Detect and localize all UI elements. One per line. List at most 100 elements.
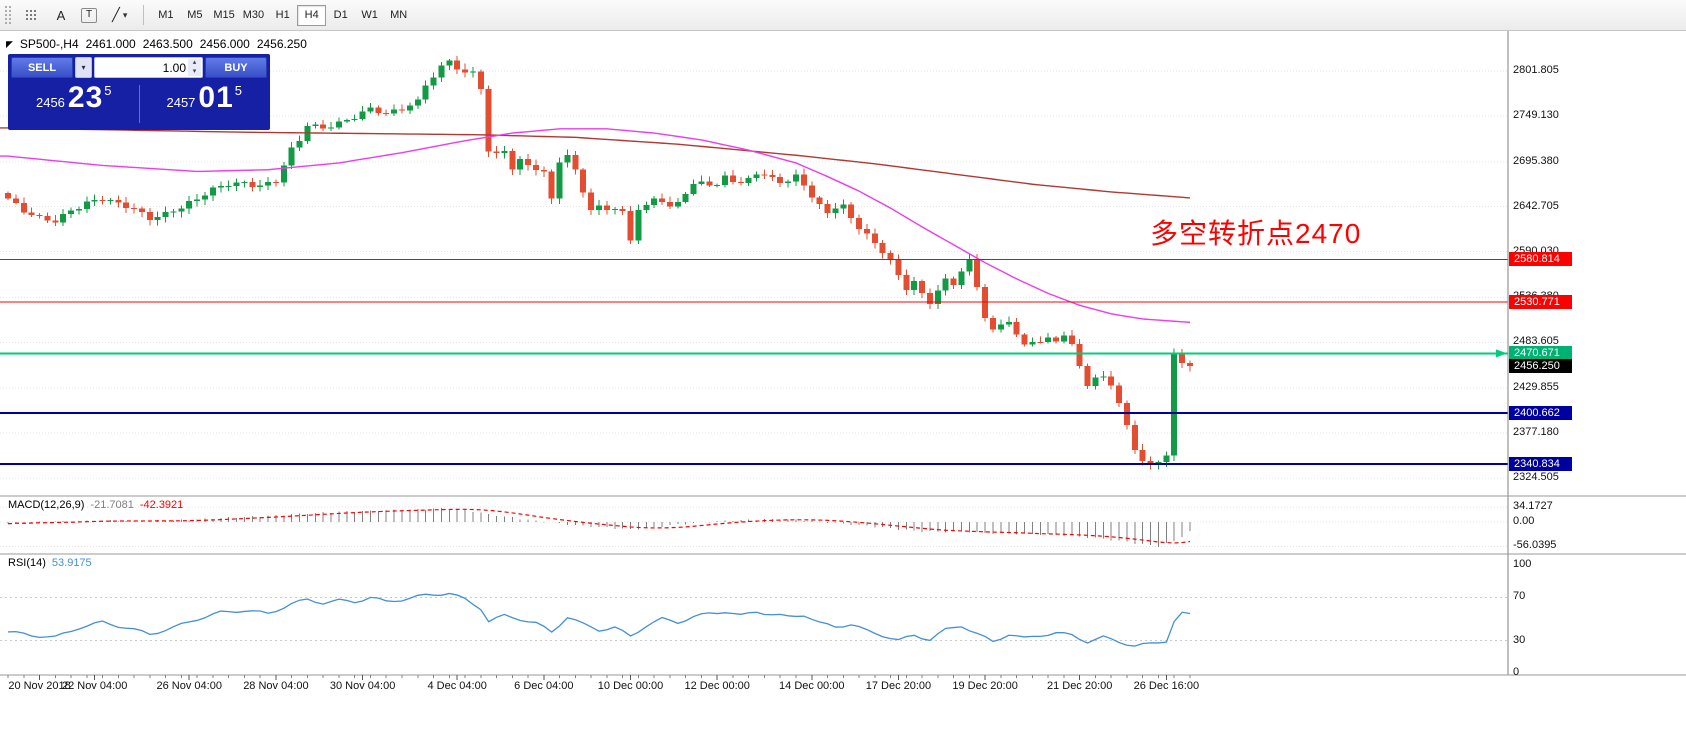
rsi-value: 53.9175 [51,557,92,569]
candle-body [296,140,303,148]
candle-body [257,185,264,187]
lot-size-input[interactable] [95,58,202,77]
toolbar-separator [143,5,145,25]
candle-body [462,69,469,73]
candle-body [879,243,886,253]
candle-body [903,274,910,290]
candle-body [28,212,35,216]
candle-body [611,209,618,211]
candle-body [5,192,11,199]
candle-body [706,181,713,186]
candle-body [170,211,177,213]
rsi-label: RSI(14) 53.9175 [8,557,98,569]
candle-body [856,217,863,230]
candle-body [312,124,319,126]
lot-spinner: ▴ ▾ [188,59,201,76]
ask-pips: 01 [198,81,234,114]
collapse-triangle-icon[interactable]: ◤ [6,38,13,49]
candle-body [785,181,792,183]
macd-name: MACD(12,26,9) [8,499,85,511]
candle-body [761,174,768,176]
candle-body [950,278,957,285]
candle-body [391,109,398,114]
crosshair-grid-icon[interactable] [18,4,45,26]
ask-prefix: 2457 [166,95,196,110]
candle-body [690,184,697,194]
chevron-down-icon: ▾ [122,9,128,20]
lot-size-field: ▴ ▾ [94,57,203,78]
candle-body [729,175,736,183]
tf-button-m15[interactable]: M15 [209,5,238,26]
candle-body [643,204,650,210]
candle-body [52,220,59,223]
candle-body [501,151,508,154]
candle-body [1068,335,1075,344]
candle-body [1053,337,1060,342]
candle-body [328,127,335,129]
close-value: 2456.250 [256,37,307,51]
label-tool-icon[interactable]: T [81,7,97,23]
candle-body [564,155,571,163]
candle-body [414,99,421,106]
candle-body [217,185,224,188]
lot-increase-button[interactable]: ▴ [188,59,201,68]
toolbar-drag-handle[interactable] [4,5,11,25]
buy-button[interactable]: BUY [205,57,267,78]
candle-body [934,290,941,304]
sell-button[interactable]: SELL [11,57,73,78]
candle-body [375,107,382,114]
candle-body [162,211,169,218]
tf-button-d1[interactable]: D1 [326,5,355,26]
candle-body [769,175,776,177]
candle-body [824,204,831,214]
chart-ohlc-title: ◤ SP500-,H4 2461.000 2463.500 2456.000 2… [6,37,307,51]
tf-button-w1[interactable]: W1 [355,5,384,26]
candle-body [91,199,98,202]
candle-body [146,211,153,221]
macd-value: -21.7081 [90,499,134,511]
tf-button-m1[interactable]: M1 [151,5,180,26]
tf-button-h4[interactable]: H4 [297,4,327,26]
lot-dropdown-button[interactable]: ▾ [75,57,92,78]
candle-body [1108,376,1115,386]
candle-body [525,159,532,165]
candle-body [532,164,539,170]
tf-button-m30[interactable]: M30 [239,5,268,26]
candle-body [138,208,145,212]
chart-text-annotation[interactable]: 多空转折点2470 [1150,218,1362,249]
candle-body [1037,342,1044,344]
candle-body [966,259,973,272]
candle-body [911,280,918,290]
toolbar: A T ╱ ▾ M1 M5 M15 M30 H1 H4 D1 W1 MN [0,0,1686,31]
candle-body [359,111,366,119]
high-value: 2463.500 [142,37,193,51]
rsi-name: RSI(14) [8,557,46,569]
candle-body [249,182,256,187]
candle-body [509,151,516,170]
tf-button-mn[interactable]: MN [384,5,413,26]
tf-button-h1[interactable]: H1 [268,5,297,26]
text-tool-icon[interactable]: A [49,4,73,26]
candle-body [68,210,75,215]
candle-body [83,201,90,209]
ask-price-display[interactable]: 2457 01 5 [142,81,268,127]
candle-body [194,199,201,202]
candle-body [698,181,705,185]
candle-body [20,202,27,213]
bid-prefix: 2456 [35,95,65,110]
candle-body [178,208,185,212]
draw-tool-icon[interactable]: ╱ ▾ [105,4,134,26]
candle-body [580,169,587,193]
tf-button-m5[interactable]: M5 [180,5,209,26]
candle-body [422,85,429,100]
candle-body [840,204,847,209]
candle-body [926,292,933,304]
lot-decrease-button[interactable]: ▾ [188,67,201,76]
bid-price-display[interactable]: 2456 23 5 [11,81,137,127]
candle-body [808,185,815,198]
candle-body [454,60,461,70]
line-tool-icon: ╱ [112,7,120,22]
candle-body [714,185,721,187]
